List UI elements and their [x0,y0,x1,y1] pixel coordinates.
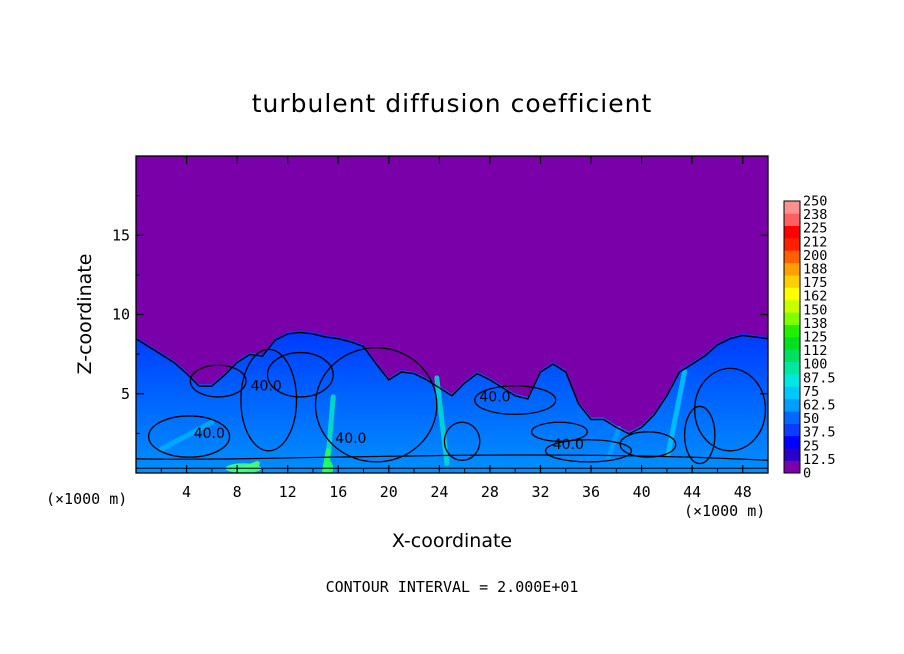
contour-label: 40.0 [553,437,584,453]
x-tick-label: 20 [380,483,398,501]
contour-label: 40.0 [194,426,225,442]
contour-loop [147,415,231,458]
x-tick-label: 36 [582,483,600,501]
streak-left [158,419,215,452]
contour-loop [189,364,247,398]
y-tick-label: 10 [112,306,130,324]
colorbar-tick-label: 25 [803,438,819,454]
colorbar-tick-label: 138 [803,316,827,332]
colorbar-tick-label: 200 [803,248,827,264]
colorbar-tick-label: 125 [803,330,827,346]
x-tick-label: 4 [182,483,191,501]
colorbar-tick-label: 75 [803,384,819,400]
colorbar-swatch [784,460,800,474]
colorbar-swatch [784,411,800,424]
colorbar-tick-label: 162 [803,289,827,305]
x-axis-ticks: 4 8 12 16 20 24 28 32 36 40 44 48 [160,156,752,501]
contour-loop [314,347,438,463]
colorbar-swatch [784,361,800,375]
chart-title: turbulent diffusion coefficient [252,89,653,118]
x-tick-label: 16 [329,483,347,501]
y-axis-ticks: 5 10 15 [112,195,768,434]
colorbar-tick-label: 188 [803,262,827,278]
streak-38 [606,426,622,460]
bright-spot [323,460,334,473]
x-tick-label: 32 [531,483,549,501]
colorbar-swatch [784,201,800,214]
contour-loop [240,348,298,452]
x-unit-right: (×1000 m) [684,502,765,520]
colorbar-frame [783,200,801,474]
contour-loop [694,367,767,452]
contour-loop [544,439,633,463]
colorbar: 012.52537.55062.57587.510011212513815016… [783,194,836,482]
colorbar-swatch [784,324,800,338]
streak-43 [665,369,688,457]
y-axis-label: Z-coordinate [74,254,96,375]
contour-loop [530,421,588,442]
colorbar-tick-label: 50 [803,411,819,427]
contour-loop [474,385,557,416]
contour-label: 40.0 [251,379,282,395]
y-tick-label: 5 [121,385,130,403]
x-tick-label: 8 [233,483,242,501]
y-tick-label: 15 [112,226,130,244]
x-unit-left: (×1000 m) [46,490,127,508]
colorbar-swatch [784,374,800,387]
colorbar-tick-label: 112 [803,343,827,359]
colorbar-swatch [784,225,800,239]
colorbar-swatch [784,262,800,276]
contour-interval-note: CONTOUR INTERVAL = 2.000E+01 [326,578,579,596]
colorbar-tick-label: 238 [803,207,827,223]
colorbar-tick-label: 0 [803,466,811,482]
colorbar-tick-label: 250 [803,194,827,210]
colorbar-swatch [784,213,800,227]
contour-lines [136,347,768,469]
plot-area: 40.0 40.0 40.0 40.0 40.0 [136,156,768,473]
colorbar-tick-label: 62.5 [803,398,836,414]
colorbar-swatch [784,287,800,301]
colorbar-swatch [784,299,800,313]
colorbar-swatch [784,337,800,350]
colorbar-swatch [784,435,800,449]
x-tick-label: 40 [633,483,651,501]
colorbar-tick-label: 12.5 [803,452,836,468]
colorbar-tick-label: 175 [803,275,827,291]
contour-loop [443,421,481,461]
contour-labels: 40.0 40.0 40.0 40.0 40.0 [194,379,584,454]
contour-line-top [136,331,768,435]
colorbar-swatch [784,423,800,437]
x-tick-label: 28 [481,483,499,501]
contour-loop [619,431,677,458]
colorbar-tick-label: 225 [803,221,827,237]
x-axis-label: X-coordinate [392,530,512,552]
colorbar-tick-label: 212 [803,234,827,250]
colorbar-swatch [784,448,800,461]
contour-loop [683,405,716,465]
x-tick-label: 12 [279,483,297,501]
contour-label: 40.0 [335,431,366,447]
colorbar-tick-label: 100 [803,357,827,373]
colorbar-swatch [784,238,800,251]
colorbar-swatch [784,312,800,325]
colorbar-swatch [784,386,800,400]
colorbar-swatch [784,398,800,412]
turbulent-layer [136,330,768,473]
colorbar-tick-label: 37.5 [803,425,836,441]
x-tick-label: 24 [430,483,448,501]
contour-loop [266,351,334,398]
colorbar-swatch [784,349,800,363]
contour-line-bottom [136,454,768,461]
contour-label: 40.0 [479,390,510,406]
colorbar-tick-label: 150 [803,302,827,318]
x-tick-label: 44 [683,483,701,501]
colorbar-swatch [784,250,800,264]
colorbar-tick-label: 87.5 [803,370,836,386]
x-tick-label: 48 [734,483,752,501]
colorbar-swatch [784,275,800,288]
